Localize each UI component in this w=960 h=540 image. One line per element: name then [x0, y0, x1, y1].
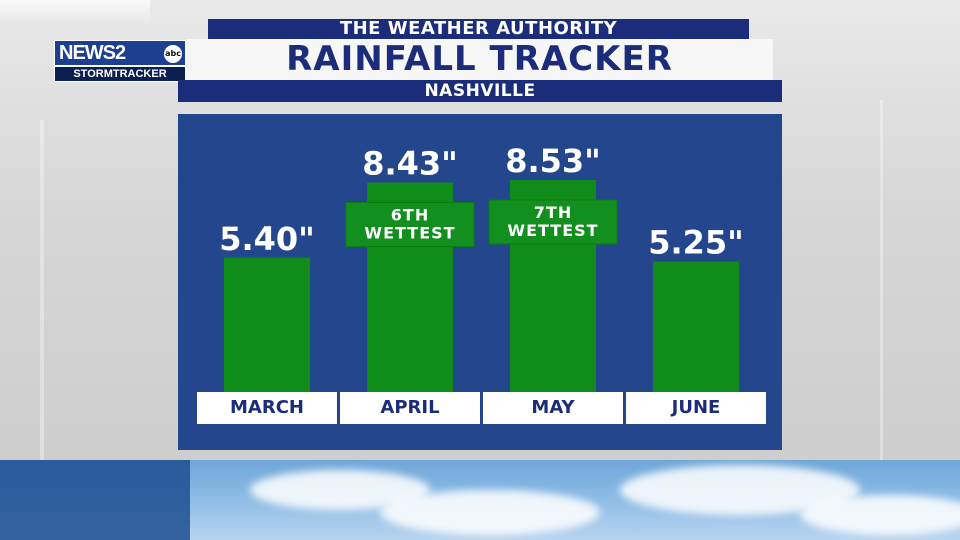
cloud — [380, 490, 600, 535]
bar-june — [653, 261, 739, 392]
value-label-april: 8.43" — [362, 144, 458, 182]
background-stripe — [880, 100, 883, 460]
logo-stormtracker-text: STORMTRACKER — [54, 66, 186, 82]
annotation-box-may — [488, 199, 618, 245]
annotation-text-may: WETTEST — [507, 221, 598, 240]
header-city: NASHVILLE — [178, 80, 782, 102]
page-title: RAINFALL TRACKER — [186, 39, 773, 80]
annotation-text-april: 6TH — [391, 205, 429, 224]
logo-news-text: NEWS2 — [59, 42, 126, 64]
news2-stormtracker-logo: NEWS2 abc STORMTRACKER — [54, 40, 186, 82]
annotation-text-may: 7TH — [534, 203, 572, 222]
header-authority: THE WEATHER AUTHORITY — [208, 19, 749, 39]
sky-overlay-left — [0, 460, 190, 540]
bar-march — [224, 257, 310, 392]
logo-top: NEWS2 abc — [54, 40, 186, 66]
annotation-box-april — [345, 201, 475, 247]
background-stripe — [40, 120, 44, 540]
value-label-may: 8.53" — [505, 142, 601, 180]
category-label-may: MAY — [483, 392, 623, 424]
category-label-april: APRIL — [340, 392, 480, 424]
abc-logo-icon: abc — [164, 45, 182, 63]
category-label-june: JUNE — [626, 392, 766, 424]
cloud — [800, 495, 960, 535]
annotation-text-april: WETTEST — [364, 223, 455, 242]
value-label-june: 5.25" — [648, 224, 744, 262]
background-panel — [0, 0, 150, 28]
category-label-march: MARCH — [197, 392, 337, 424]
value-label-march: 5.40" — [219, 220, 315, 258]
